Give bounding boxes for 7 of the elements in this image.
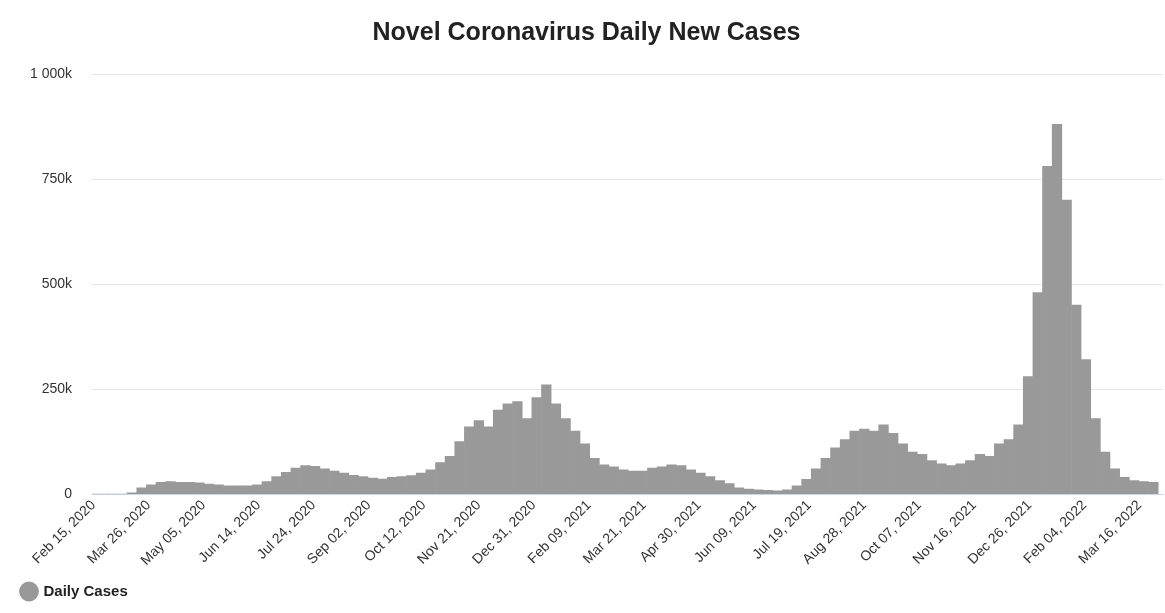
y-tick-label: 1 000k bbox=[29, 64, 74, 81]
legend-label: Daily Cases bbox=[43, 581, 128, 599]
y-tick-label: 0 bbox=[64, 484, 73, 501]
y-tick-label: 750k bbox=[41, 169, 74, 186]
y-tick-label: 250k bbox=[41, 379, 74, 396]
y-tick-label: 500k bbox=[41, 274, 74, 291]
chart-title: Novel Coronavirus Daily New Cases bbox=[372, 16, 801, 45]
